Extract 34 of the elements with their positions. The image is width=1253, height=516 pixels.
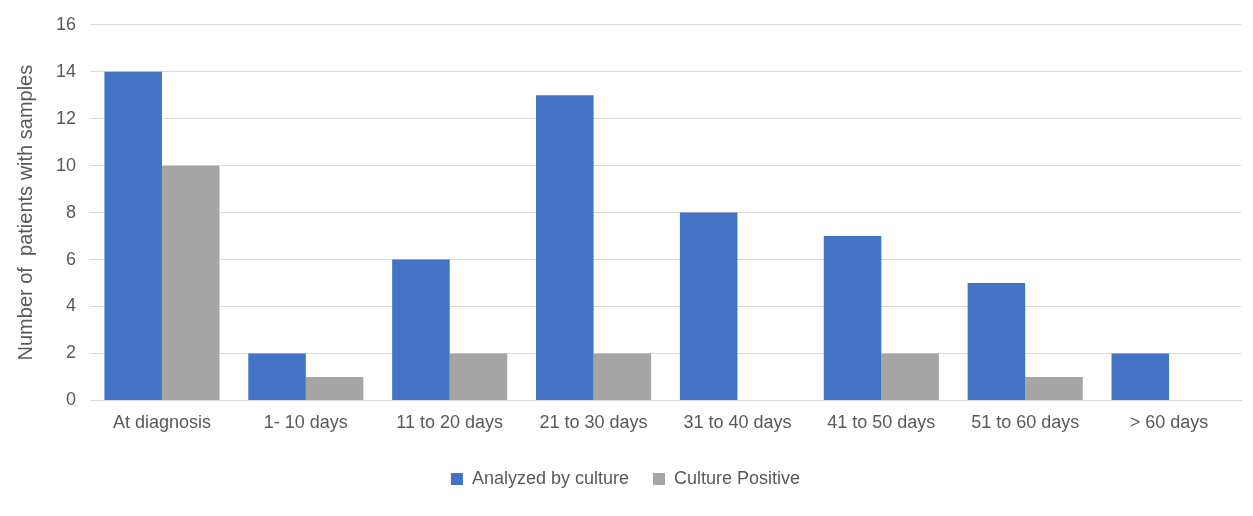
bar [305, 376, 364, 400]
x-tick-label: At diagnosis [112, 412, 211, 433]
bar [823, 236, 882, 400]
bar [248, 353, 306, 400]
bar [593, 353, 652, 400]
y-tick-label: 0 [66, 389, 77, 410]
x-tick-label: 31 to 40 days [683, 412, 792, 433]
bar [967, 283, 1026, 400]
y-tick-label: 2 [66, 342, 77, 363]
y-tick-label: 4 [66, 295, 77, 316]
bar [679, 212, 738, 400]
y-tick-label: 10 [55, 154, 77, 175]
x-tick-label: > 60 days [1129, 412, 1209, 433]
bar [881, 353, 939, 400]
y-tick-label: 16 [55, 13, 77, 34]
x-tick-label: 41 to 50 days [827, 412, 936, 433]
y-tick-label: 12 [55, 107, 77, 128]
legend-label: Analyzed by culture [471, 467, 630, 488]
bar [161, 165, 220, 400]
bar [1025, 376, 1083, 400]
bar [104, 71, 162, 400]
x-tick-label: 1- 10 days [263, 412, 348, 433]
y-tick-label: 8 [66, 201, 77, 222]
y-tick-label: 6 [66, 248, 77, 269]
x-tick-label: 11 to 20 days [396, 412, 504, 433]
bar [449, 353, 508, 400]
bar [536, 95, 594, 400]
x-tick-label: 51 to 60 days [971, 412, 1080, 433]
x-tick-label: 21 to 30 days [539, 412, 648, 433]
legend-label: Culture Positive [674, 467, 801, 488]
bar [1111, 353, 1170, 400]
y-axis-title: Number of patients with samples [13, 64, 36, 361]
bar [392, 259, 450, 400]
y-tick-label: 14 [55, 60, 77, 81]
